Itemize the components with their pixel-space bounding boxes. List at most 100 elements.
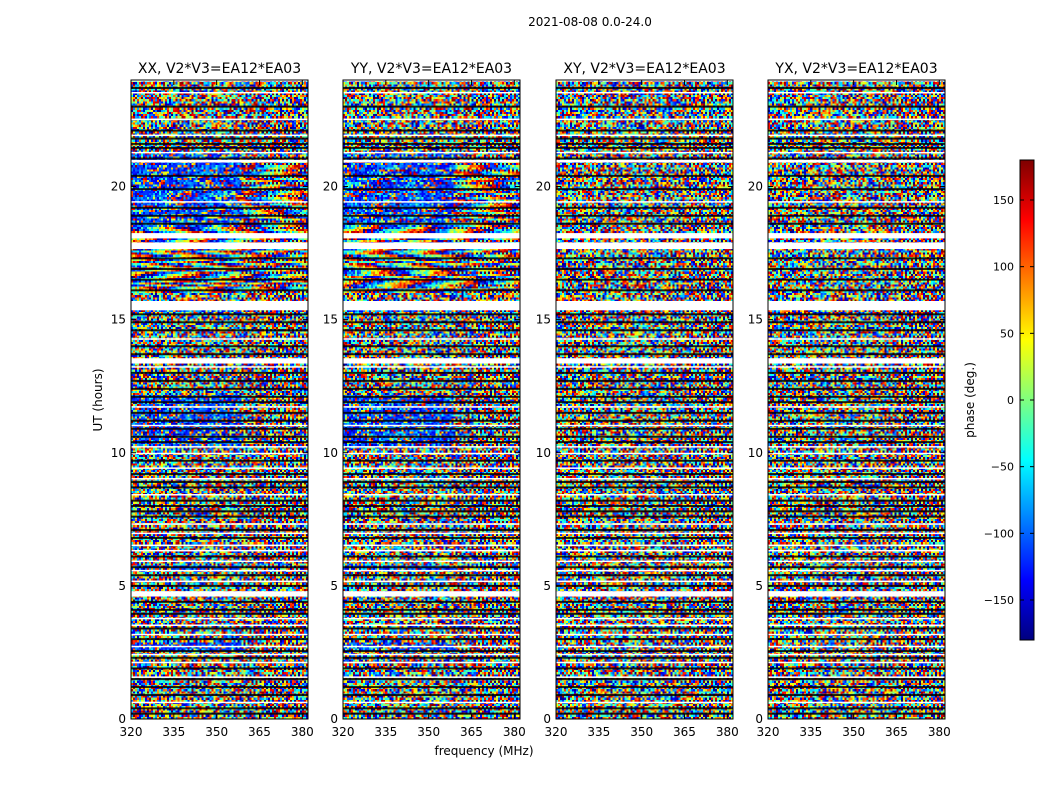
dark-stripe [343,427,520,430]
dark-stripe [131,395,308,398]
flagged-band [131,300,308,303]
flagged-band [343,242,520,250]
dark-stripe [131,313,308,316]
dark-stripe [343,515,520,518]
dark-stripe [556,222,733,225]
dark-stripe [131,638,308,641]
flagged-band [343,366,520,368]
dark-stripe [131,612,308,615]
dark-stripe [131,441,308,444]
dark-stripe [556,419,733,422]
dark-stripe [343,278,520,281]
colorbar-tick-label: 0 [1007,394,1014,407]
x-tick-label: 335 [162,725,185,739]
flagged-band [131,701,308,704]
dark-stripe [343,329,520,332]
flagged-band [556,118,733,121]
colorbar-ticks: −150 −100 −50 0 50 100 150 [984,194,1034,607]
x-tick-label: 320 [332,725,355,739]
colorbar-label: phase (deg.) [963,362,977,438]
flagged-band [556,91,733,94]
flagged-band [556,242,733,250]
flagged-band [768,645,945,648]
dark-stripe [131,536,308,539]
flagged-band [556,366,733,368]
dark-stripe [556,481,733,484]
dark-stripe [768,608,945,611]
dark-stripe [131,584,308,587]
flagged-band [768,201,945,203]
flagged-band [768,523,945,525]
flagged-band [556,159,733,163]
flagged-band [343,661,520,664]
flagged-band [768,580,945,583]
dark-stripe [131,486,308,489]
dark-stripe [131,174,308,177]
flagged-band [768,701,945,704]
dark-stripe [343,86,520,89]
dark-stripe [131,459,308,462]
dark-stripe [343,528,520,531]
dark-stripe [556,505,733,507]
dark-stripe [343,638,520,641]
dark-stripe [343,419,520,422]
dark-stripe [768,411,945,414]
dark-stripe [343,486,520,489]
dark-stripe [556,528,733,531]
flagged-band [556,645,733,648]
dark-stripe [768,656,945,659]
panel-title: YY, V2*V3=EA12*EA03 [350,61,512,77]
dark-stripe [131,499,308,502]
dark-stripe [768,206,945,209]
dark-stripe [131,656,308,659]
flagged-band [768,80,945,82]
dark-stripe [343,129,520,132]
flagged-band [131,478,308,480]
flagged-band [556,494,733,496]
dark-stripe [343,105,520,108]
flagged-band [131,580,308,583]
dark-stripe [768,329,945,332]
flagged-band [768,653,945,656]
flagged-band [131,560,308,563]
dark-stripe [556,473,733,476]
dark-stripe [343,387,520,390]
flagged-band [768,591,945,597]
dark-stripe [343,146,520,149]
flagged-band [343,80,520,82]
dark-stripe [556,353,733,356]
dark-stripe [131,371,308,374]
panel-yy: YY, V2*V3=EA12*EA03 320 335 350 365 380 0 5 10 15… [323,61,526,739]
dark-stripe [556,257,733,260]
y-tick-label: 20 [111,180,126,194]
x-tick-label: 380 [716,725,739,739]
dark-stripe [768,278,945,281]
y-tick-label: 10 [536,446,551,460]
flagged-band [343,151,520,154]
dark-stripe [131,481,308,484]
flagged-band [556,467,733,469]
dark-stripe [343,566,520,569]
flagged-band [131,645,308,648]
flagged-band [768,242,945,250]
dark-stripe [131,129,308,132]
dark-stripe [343,157,520,160]
dark-stripe [343,459,520,462]
dark-stripe [343,395,520,398]
flagged-band [556,544,733,547]
dark-stripe [768,510,945,513]
flagged-band [131,91,308,94]
dark-stripe [768,486,945,489]
dark-stripe [556,650,733,653]
dark-stripe [556,289,733,292]
dark-stripe [768,612,945,615]
flagged-band [768,151,945,154]
dark-stripe [556,574,733,577]
dark-stripe [131,411,308,414]
flagged-band [768,549,945,552]
flagged-band [131,523,308,525]
dark-stripe [131,214,308,217]
dark-stripe [131,137,308,140]
flagged-band [556,134,733,137]
